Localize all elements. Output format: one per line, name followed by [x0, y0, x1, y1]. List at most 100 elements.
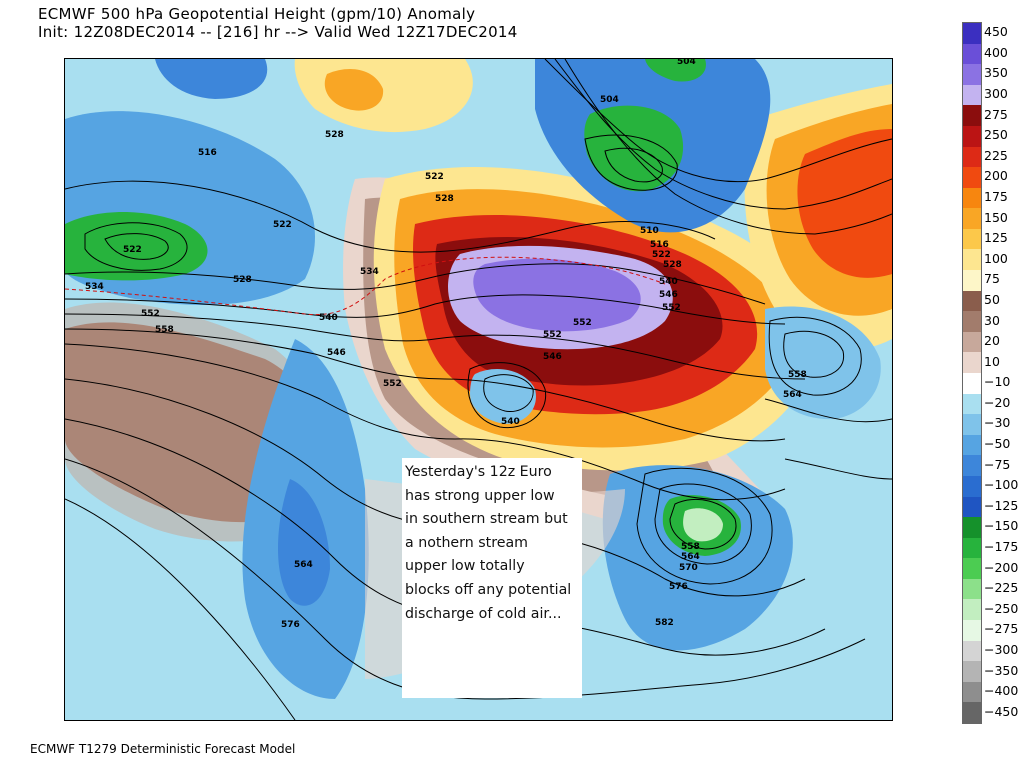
contour-label: 546: [543, 352, 562, 362]
colorbar-segment: [963, 125, 981, 148]
colorbar-label: 250: [984, 127, 1008, 143]
colorbar-segment: [963, 187, 981, 209]
colorbar-segment: [963, 64, 981, 86]
colorbar-label: −275: [984, 621, 1019, 637]
contour-labels: 504 504 516 522 522 522 528 528 528 510 …: [85, 59, 807, 630]
colorbar-label: −50: [984, 436, 1011, 452]
colorbar-label: 225: [984, 147, 1008, 163]
contour-label: 564: [294, 560, 313, 570]
colorbar-segment: [963, 311, 981, 333]
annotation-line: a nothern stream: [405, 534, 528, 551]
colorbar-segment: [963, 167, 981, 189]
contour-label: 552: [573, 318, 592, 328]
colorbar-segment: [963, 558, 981, 580]
contour-label: 570: [679, 563, 698, 573]
colorbar-label: 450: [984, 24, 1008, 40]
colorbar-segment: [963, 702, 981, 724]
colorbar-segment: [963, 620, 981, 642]
colorbar-label: 350: [984, 65, 1008, 81]
colorbar-segment: [963, 475, 981, 498]
colorbar-segment: [963, 414, 981, 436]
anomaly-fill-cold-gulf: [602, 465, 793, 651]
contour-label: 576: [669, 582, 688, 592]
colorbar-label: 100: [984, 250, 1008, 266]
contour-label: 552: [141, 309, 160, 319]
anomaly-fill-cold-greenland-green-top: [645, 59, 706, 82]
colorbar-segment: [963, 270, 981, 292]
model-footer: ECMWF T1279 Deterministic Forecast Model: [30, 742, 296, 756]
colorbar-label: 20: [984, 333, 1000, 349]
contour-label: 540: [319, 313, 338, 323]
colorbar-label: −30: [984, 415, 1011, 431]
colorbar-segment: [963, 146, 981, 168]
colorbar-segment: [963, 105, 981, 127]
contour-label: 546: [327, 348, 346, 358]
colorbar-label: 150: [984, 209, 1008, 225]
annotation-line: discharge of cold air...: [405, 605, 562, 622]
contour-label: 576: [281, 620, 300, 630]
colorbar-segment: [963, 352, 981, 374]
colorbar-label: 50: [984, 291, 1000, 307]
contour-label: 516: [198, 148, 217, 158]
colorbar-label: 400: [984, 44, 1008, 60]
colorbar-segment: [963, 455, 981, 477]
colorbar-segment: [963, 661, 981, 683]
annotation-line: Yesterday's 12z Euro: [405, 464, 552, 480]
colorbar-label: −150: [984, 518, 1019, 534]
colorbar-segment: [963, 290, 981, 312]
contour-label: 528: [435, 194, 454, 204]
contour-label: 558: [155, 325, 174, 335]
anomaly-fill-cold-pacific-top: [155, 59, 268, 99]
contour-label: 558: [788, 370, 807, 380]
colorbar-segment: [963, 599, 981, 621]
contour-label: 522: [123, 245, 142, 255]
colorbar-label: −400: [984, 683, 1019, 699]
contour-label: 552: [662, 303, 681, 313]
contour-540-dashed: [65, 256, 666, 316]
colorbar-label: −300: [984, 641, 1019, 657]
colorbar-segment: [963, 84, 981, 106]
height-contours: [65, 59, 892, 720]
colorbar-segment: [963, 228, 981, 250]
colorbar-segment: [963, 517, 981, 539]
colorbar-label: 200: [984, 168, 1008, 184]
annotation-line: in southern stream but: [405, 511, 568, 528]
colorbar-label: −125: [984, 497, 1019, 513]
colorbar-segment: [963, 331, 981, 353]
contour-label: 564: [783, 390, 802, 400]
anomaly-fill-warm-north: [294, 59, 473, 133]
annotation-textbox: Yesterday's 12z Euro has strong upper lo…: [402, 458, 582, 698]
colorbar-segment: [963, 208, 981, 230]
anomaly-fill-warm-north-core: [324, 69, 384, 111]
annotation-line: upper low totally: [405, 558, 525, 575]
colorbar-label: 30: [984, 312, 1000, 328]
map-title-line2: Init: 12Z08DEC2014 -- [216] hr --> Valid…: [38, 23, 518, 41]
colorbar-label: −350: [984, 662, 1019, 678]
contour-label: 546: [659, 290, 678, 300]
anomaly-fill-cold-atlantic: [765, 306, 881, 420]
colorbar-label: 300: [984, 86, 1008, 102]
contour-label: 564: [681, 552, 700, 562]
colorbar-segment: [963, 578, 981, 600]
colorbar-label: −450: [984, 703, 1019, 719]
annotation-line: blocks off any potential: [405, 581, 572, 598]
contour-label: 504: [600, 95, 619, 105]
contour-label: 534: [360, 267, 379, 277]
colorbar-label: −75: [984, 456, 1011, 472]
contour-label: 582: [655, 618, 674, 628]
colorbar-label: −100: [984, 477, 1019, 493]
contour-label: 522: [652, 250, 671, 260]
colorbar-segment: [963, 640, 981, 662]
contour-label: 510: [640, 226, 659, 236]
anomaly-fill-cold-westcoast-deep: [277, 479, 330, 606]
contour-label: 552: [543, 330, 562, 340]
anomaly-fill-ridge-purple: [473, 258, 641, 332]
colorbar-segment: [963, 23, 981, 45]
colorbar-label: −175: [984, 539, 1019, 554]
contour-label: 504: [677, 59, 696, 67]
anomaly-fill-cold-gulf-center: [683, 508, 723, 542]
contour-label: 540: [501, 417, 520, 427]
colorbar-segment: [963, 537, 981, 559]
colorbar-label: −20: [984, 394, 1011, 410]
colorbar-segment: [963, 393, 981, 415]
